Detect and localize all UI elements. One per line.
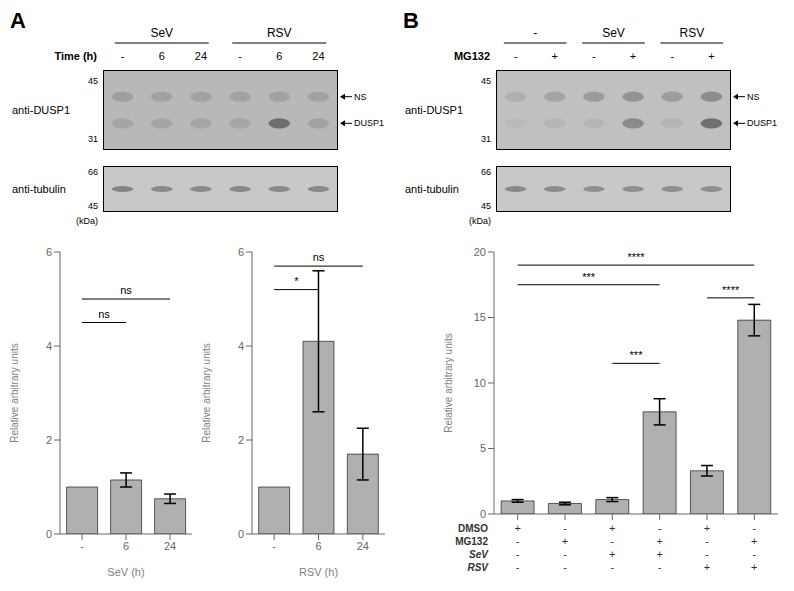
svg-text:-: - [514,50,518,62]
svg-text:2: 2 [238,434,244,446]
svg-text:+: + [562,535,568,547]
svg-text:MG132: MG132 [455,536,488,547]
svg-text:B: B [403,8,419,33]
svg-text:+: + [552,50,558,62]
svg-text:+: + [630,50,636,62]
svg-text:-: - [238,50,242,62]
svg-text:24: 24 [195,50,207,62]
svg-text:6: 6 [123,540,129,552]
svg-text:+: + [708,50,714,62]
svg-text:-: - [592,50,596,62]
svg-text:-: - [705,535,709,547]
svg-text:+: + [656,548,662,560]
svg-text:45: 45 [481,76,491,86]
svg-text:-: - [658,561,662,573]
svg-text:24: 24 [357,540,369,552]
svg-text:-: - [80,540,84,552]
svg-text:ns: ns [98,308,110,320]
svg-text:31: 31 [481,134,491,144]
svg-text:-: - [705,548,709,560]
svg-text:-: - [272,540,276,552]
svg-text:DMSO: DMSO [458,523,488,534]
svg-text:20: 20 [474,246,486,258]
svg-text:Relative arbitrary units: Relative arbitrary units [201,343,212,442]
svg-text:Relative arbitrary units: Relative arbitrary units [443,333,454,432]
svg-text:6: 6 [238,246,244,258]
svg-text:15: 15 [474,311,486,323]
svg-text:NS: NS [747,92,760,102]
svg-text:DUSP1: DUSP1 [354,118,384,128]
svg-text:****: **** [627,251,645,263]
svg-text:ns: ns [313,251,325,263]
svg-text:anti-tubulin: anti-tubulin [12,183,66,195]
svg-text:+: + [656,535,662,547]
svg-text:-: - [610,535,614,547]
svg-text:*: * [294,275,299,287]
svg-text:RSV: RSV [267,26,292,40]
svg-text:+: + [751,535,757,547]
svg-text:NS: NS [354,92,367,102]
svg-text:RSV: RSV [467,562,489,573]
svg-text:RSV: RSV [679,26,704,40]
svg-text:(kDa): (kDa) [76,216,98,226]
svg-text:0: 0 [46,528,52,540]
svg-text:0: 0 [238,528,244,540]
svg-text:-: - [563,561,567,573]
svg-text:-: - [533,26,537,40]
svg-text:45: 45 [481,201,491,211]
svg-text:-: - [563,548,567,560]
svg-text:10: 10 [474,377,486,389]
svg-text:+: + [514,522,520,534]
svg-text:Time (h): Time (h) [54,50,97,62]
svg-text:0: 0 [480,508,486,520]
svg-text:SeV: SeV [602,26,625,40]
svg-text:6: 6 [315,540,321,552]
svg-text:ns: ns [120,284,132,296]
svg-text:24: 24 [312,50,324,62]
svg-text:-: - [516,535,520,547]
svg-text:***: *** [582,271,596,283]
svg-text:-: - [610,561,614,573]
svg-text:+: + [704,522,710,534]
svg-text:RSV (h): RSV (h) [299,566,338,578]
svg-text:4: 4 [238,340,244,352]
svg-text:****: **** [722,284,740,296]
svg-text:45: 45 [88,201,98,211]
svg-text:6: 6 [46,246,52,258]
svg-text:DUSP1: DUSP1 [747,118,777,128]
svg-text:(kDa): (kDa) [469,216,491,226]
svg-text:+: + [609,548,615,560]
svg-text:-: - [658,522,662,534]
svg-text:66: 66 [481,167,491,177]
svg-text:6: 6 [159,50,165,62]
svg-text:+: + [751,561,757,573]
svg-text:-: - [516,561,520,573]
svg-text:SeV (h): SeV (h) [107,566,144,578]
svg-text:6: 6 [276,50,282,62]
svg-text:SeV: SeV [469,549,489,560]
svg-text:-: - [752,522,756,534]
svg-text:4: 4 [46,340,52,352]
svg-text:-: - [516,548,520,560]
svg-text:+: + [704,561,710,573]
svg-text:Relative arbitrary units: Relative arbitrary units [9,343,20,442]
svg-text:anti-DUSP1: anti-DUSP1 [405,104,463,116]
svg-text:-: - [121,50,125,62]
svg-text:66: 66 [88,167,98,177]
svg-text:45: 45 [88,76,98,86]
svg-text:A: A [10,8,26,33]
svg-text:31: 31 [88,134,98,144]
svg-text:+: + [609,522,615,534]
svg-text:-: - [752,548,756,560]
svg-text:-: - [670,50,674,62]
svg-text:anti-tubulin: anti-tubulin [405,183,459,195]
svg-text:SeV: SeV [150,26,173,40]
svg-text:MG132: MG132 [454,50,490,62]
svg-text:2: 2 [46,434,52,446]
svg-text:5: 5 [480,442,486,454]
svg-text:anti-DUSP1: anti-DUSP1 [12,104,70,116]
svg-text:***: *** [630,349,644,361]
svg-text:24: 24 [164,540,176,552]
svg-text:-: - [563,522,567,534]
